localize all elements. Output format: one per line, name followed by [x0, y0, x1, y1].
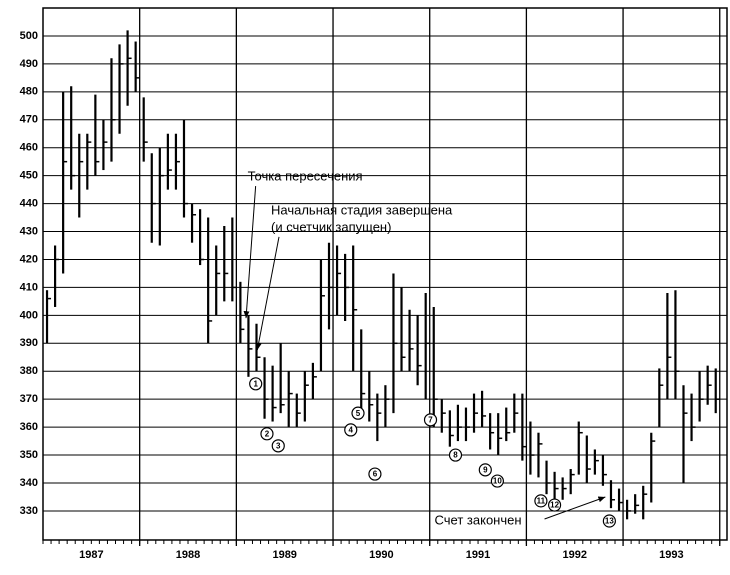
y-tick-label: 440	[20, 197, 38, 209]
count-marker	[478, 463, 492, 477]
y-tick-label: 390	[20, 337, 38, 349]
y-tick-label: 350	[20, 449, 38, 461]
y-tick-label: 340	[20, 477, 38, 489]
annotation: Начальная стадия завершена	[271, 202, 453, 217]
count-label: 6	[373, 470, 378, 479]
count-marker	[351, 406, 365, 420]
y-tick-label: 470	[20, 114, 38, 126]
y-tick-label: 460	[20, 142, 38, 154]
y-tick-label: 490	[20, 58, 38, 70]
x-tick-label: 1988	[176, 549, 200, 561]
count-label: 4	[349, 426, 354, 435]
annotation: Счет закончен	[435, 512, 522, 527]
annotation: (и счетчик запущен)	[271, 219, 391, 234]
count-label: 7	[428, 415, 433, 424]
y-tick-label: 480	[20, 86, 38, 98]
x-tick-label: 1992	[562, 549, 586, 561]
count-marker	[249, 377, 263, 391]
y-tick-label: 500	[20, 30, 38, 42]
y-tick-label: 420	[20, 253, 38, 265]
annotation-arrow	[544, 496, 606, 520]
x-tick-label: 1991	[466, 549, 490, 561]
y-tick-label: 450	[20, 170, 38, 182]
count-marker	[490, 474, 504, 488]
annotation: Точка пересечения	[248, 168, 363, 183]
count-marker	[260, 427, 274, 441]
count-marker	[423, 413, 438, 427]
count-marker	[368, 467, 382, 481]
count-marker	[534, 494, 548, 508]
count-label: 9	[483, 465, 488, 474]
count-marker	[344, 423, 358, 437]
count-label: 5	[356, 409, 361, 418]
count-marker	[448, 448, 463, 462]
count-label: 13	[605, 517, 614, 526]
count-marker	[547, 498, 562, 512]
y-tick-label: 330	[20, 505, 38, 517]
count-label: 8	[453, 451, 458, 460]
count-label: 1	[253, 379, 258, 388]
y-tick-label: 400	[20, 309, 38, 321]
y-tick-label: 410	[20, 281, 38, 293]
y-tick-label: 430	[20, 225, 38, 237]
x-tick-label: 1989	[272, 549, 296, 561]
annotation-arrow	[255, 236, 280, 351]
y-tick-label: 370	[20, 393, 38, 405]
count-label: 11	[537, 496, 546, 505]
y-tick-label: 360	[20, 421, 38, 433]
count-label: 12	[550, 501, 559, 510]
count-label: 10	[493, 477, 502, 486]
plot-frame	[42, 7, 728, 541]
y-tick-label: 380	[20, 365, 38, 377]
count-label: 2	[265, 429, 270, 438]
annotation-arrow	[243, 186, 257, 319]
x-tick-label: 1990	[369, 549, 393, 561]
count-label: 3	[276, 441, 281, 450]
x-tick-label: 1987	[79, 549, 103, 561]
x-tick-label: 1993	[659, 549, 683, 561]
count-marker	[602, 514, 616, 528]
count-marker	[271, 439, 285, 453]
